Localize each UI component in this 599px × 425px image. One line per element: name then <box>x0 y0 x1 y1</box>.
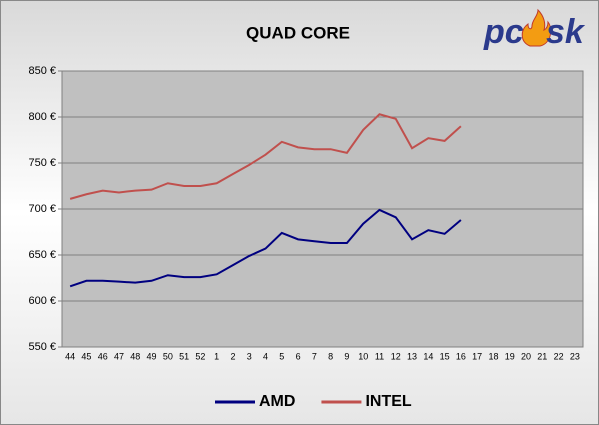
x-tick-label: 10 <box>358 351 368 361</box>
legend-label: INTEL <box>365 393 411 410</box>
x-tick-label: 45 <box>81 351 91 361</box>
y-tick-label: 700 € <box>28 203 56 215</box>
x-tick-label: 2 <box>230 351 235 361</box>
x-tick-label: 14 <box>423 351 433 361</box>
x-tick-label: 52 <box>195 351 205 361</box>
x-tick-label: 4 <box>263 351 268 361</box>
x-tick-label: 51 <box>179 351 189 361</box>
x-tick-label: 21 <box>537 351 547 361</box>
x-tick-label: 12 <box>391 351 401 361</box>
x-tick-label: 47 <box>114 351 124 361</box>
y-tick-label: 650 € <box>28 249 56 261</box>
y-tick-label: 800 € <box>28 111 56 123</box>
x-tick-label: 11 <box>375 351 384 361</box>
x-tick-label: 19 <box>505 351 515 361</box>
x-tick-label: 46 <box>98 351 108 361</box>
x-tick-label: 20 <box>521 351 531 361</box>
x-tick-label: 13 <box>407 351 417 361</box>
x-tick-label: 7 <box>312 351 317 361</box>
y-tick-label: 550 € <box>28 341 56 353</box>
data-line <box>69 208 462 288</box>
x-tick-label: 16 <box>456 351 466 361</box>
logo-flame <box>521 8 552 47</box>
x-tick-label: 1 <box>214 351 219 361</box>
x-tick-label: 8 <box>328 351 333 361</box>
x-tick-label: 6 <box>296 351 301 361</box>
logo: pc sk <box>483 8 586 51</box>
x-tick-label: 18 <box>488 351 498 361</box>
x-tick-label: 23 <box>570 351 580 361</box>
x-tick-label: 48 <box>130 351 140 361</box>
x-tick-label: 9 <box>344 351 349 361</box>
logo-text: pc <box>483 13 524 51</box>
x-tick-label: 44 <box>65 351 75 361</box>
x-tick-label: 5 <box>279 351 284 361</box>
y-tick-label: 850 € <box>28 65 56 77</box>
x-tick-label: 49 <box>147 351 157 361</box>
legend-label: AMD <box>259 393 295 410</box>
x-tick-label: 3 <box>247 351 252 361</box>
x-tick-label: 22 <box>554 351 564 361</box>
y-tick-label: 750 € <box>28 157 56 169</box>
x-tick-label: 50 <box>163 351 173 361</box>
x-tick-label: 17 <box>472 351 482 361</box>
data-line <box>69 113 462 200</box>
y-tick-label: 600 € <box>28 295 56 307</box>
chart-title: QUAD CORE <box>246 23 350 42</box>
x-tick-label: 15 <box>440 351 450 361</box>
logo-text: sk <box>546 13 586 51</box>
